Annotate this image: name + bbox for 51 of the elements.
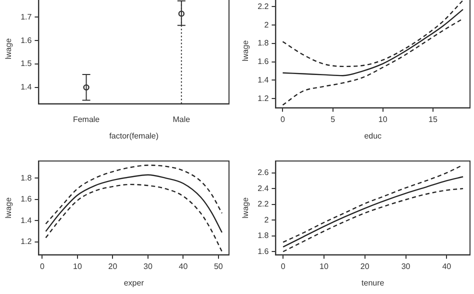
x-tick-label: 20	[108, 262, 118, 271]
y-axis-title: lwage	[4, 38, 14, 60]
y-tick-label: 1.4	[20, 82, 32, 92]
line-series	[45, 164, 223, 224]
x-tick-label: 0	[40, 262, 46, 271]
x-axis-title: tenure	[362, 278, 385, 288]
x-tick-label: 40	[442, 262, 452, 271]
y-tick-label: 1.4	[258, 75, 270, 84]
x-tick-label: 20	[360, 262, 370, 271]
x-tick-label: 10	[320, 262, 329, 271]
x-tick-label: 30	[401, 262, 411, 271]
y-tick-label: 2	[264, 215, 270, 224]
x-tick-label: 15	[428, 114, 438, 124]
y-tick-label: 1.8	[20, 173, 32, 182]
y-tick-label: 1.6	[258, 57, 270, 66]
x-tick-label: Female	[72, 114, 100, 124]
x-tick-label: 50	[214, 262, 224, 271]
y-axis-title: lwage	[241, 196, 250, 218]
y-tick-label: 1.4	[20, 216, 32, 225]
line-series	[282, 188, 464, 252]
line-series	[45, 184, 223, 252]
y-tick-label: 1.2	[258, 94, 270, 103]
y-tick-label: 2.4	[258, 184, 270, 193]
y-tick-label: 2	[264, 20, 270, 30]
x-tick-label: 0	[280, 114, 286, 124]
y-axis-title: lwage	[4, 196, 14, 218]
line-series	[45, 174, 223, 234]
line-series	[282, 18, 464, 106]
y-tick-label: 1.6	[20, 36, 32, 45]
x-axis-title: factor(female)	[109, 131, 159, 140]
x-tick-label: 5	[330, 114, 336, 124]
x-axis-title: educ	[364, 131, 382, 140]
x-tick-label: 30	[144, 262, 153, 271]
y-tick-label: 1.6	[20, 194, 32, 204]
y-tick-label: 2.6	[258, 168, 270, 178]
x-tick-label: 10	[73, 262, 82, 271]
y-tick-label: 1.6	[258, 246, 270, 256]
line-series	[282, 176, 464, 248]
y-axis-title: lwage	[241, 40, 250, 62]
x-tick-label: 40	[178, 262, 188, 271]
y-tick-label: 1.2	[20, 237, 32, 246]
x-tick-label: 0	[280, 262, 286, 271]
x-axis-title: exper	[124, 278, 144, 288]
y-tick-label: 1.7	[20, 12, 32, 22]
y-tick-label: 1.8	[258, 231, 270, 240]
x-tick-label: 10	[378, 114, 388, 124]
y-tick-label: 1.5	[20, 59, 32, 68]
y-tick-label: 1.8	[258, 38, 270, 48]
y-tick-label: 2.2	[258, 2, 270, 11]
y-tick-label: 2.2	[258, 200, 270, 209]
x-tick-label: Male	[172, 114, 191, 124]
